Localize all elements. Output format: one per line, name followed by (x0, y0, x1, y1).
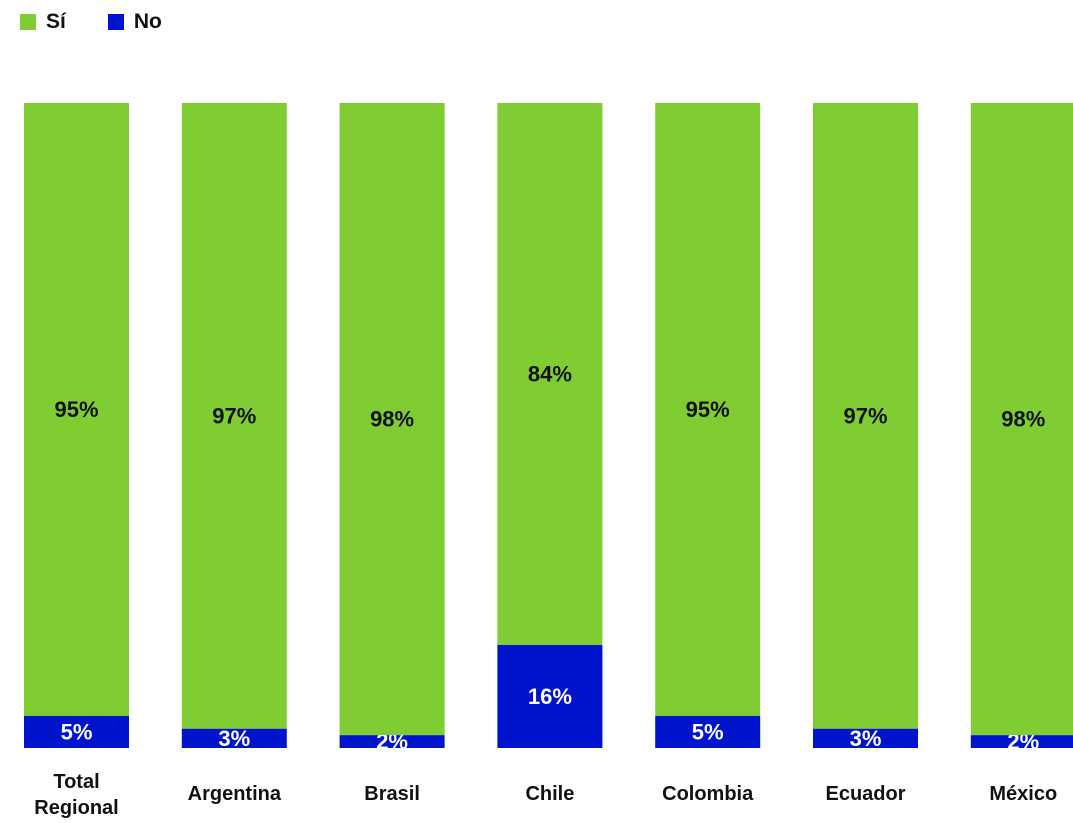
category-label-ecuador: Ecuador (825, 783, 905, 805)
data-label-si-colombia: 95% (686, 397, 730, 422)
bar-si-ecuador (813, 103, 918, 729)
bar-si-brasil (339, 103, 445, 736)
bar-si-mexico (970, 103, 1073, 736)
category-label-argentina: Argentina (188, 783, 282, 805)
bar-si-chile (497, 103, 603, 645)
category-label-mexico: México (989, 783, 1057, 805)
legend-swatch-si (20, 14, 36, 30)
data-label-si-mexico: 98% (1001, 407, 1045, 432)
category-label-chile: Chile (525, 783, 574, 805)
bar-no-argentina (181, 728, 287, 748)
legend: Sí No (20, 10, 204, 34)
data-label-no-ecuador: 3% (850, 726, 882, 751)
data-label-si-brasil: 98% (370, 407, 414, 432)
data-label-si-argentina: 97% (212, 403, 256, 428)
data-label-no-colombia: 5% (692, 719, 724, 744)
data-label-no-argentina: 3% (218, 726, 250, 751)
bar-no-colombia (655, 715, 761, 748)
bar-si-colombia (655, 103, 761, 716)
legend-label-no: No (133, 10, 162, 33)
data-label-no-total-regional: 5% (61, 719, 93, 744)
bar-si-total-regional (24, 103, 129, 716)
category-label-brasil: Brasil (364, 783, 420, 805)
bar-no-total-regional (24, 715, 129, 748)
data-label-no-chile: 16% (528, 684, 572, 709)
bar-no-mexico (970, 735, 1073, 748)
bar-si-argentina (181, 103, 287, 729)
data-label-si-ecuador: 97% (843, 403, 887, 428)
category-label-colombia: Colombia (662, 783, 754, 805)
bar-no-brasil (339, 735, 445, 748)
legend-label-si: Sí (46, 10, 66, 33)
category-label-total-regional: Total Regional (34, 771, 118, 819)
data-label-si-total-regional: 95% (54, 397, 98, 422)
bar-no-ecuador (813, 728, 918, 748)
data-label-si-chile: 84% (528, 361, 572, 386)
legend-item-si: Sí (20, 10, 66, 34)
bar-no-chile (497, 644, 603, 748)
legend-swatch-no (107, 14, 124, 30)
legend-item-no: No (107, 10, 162, 34)
